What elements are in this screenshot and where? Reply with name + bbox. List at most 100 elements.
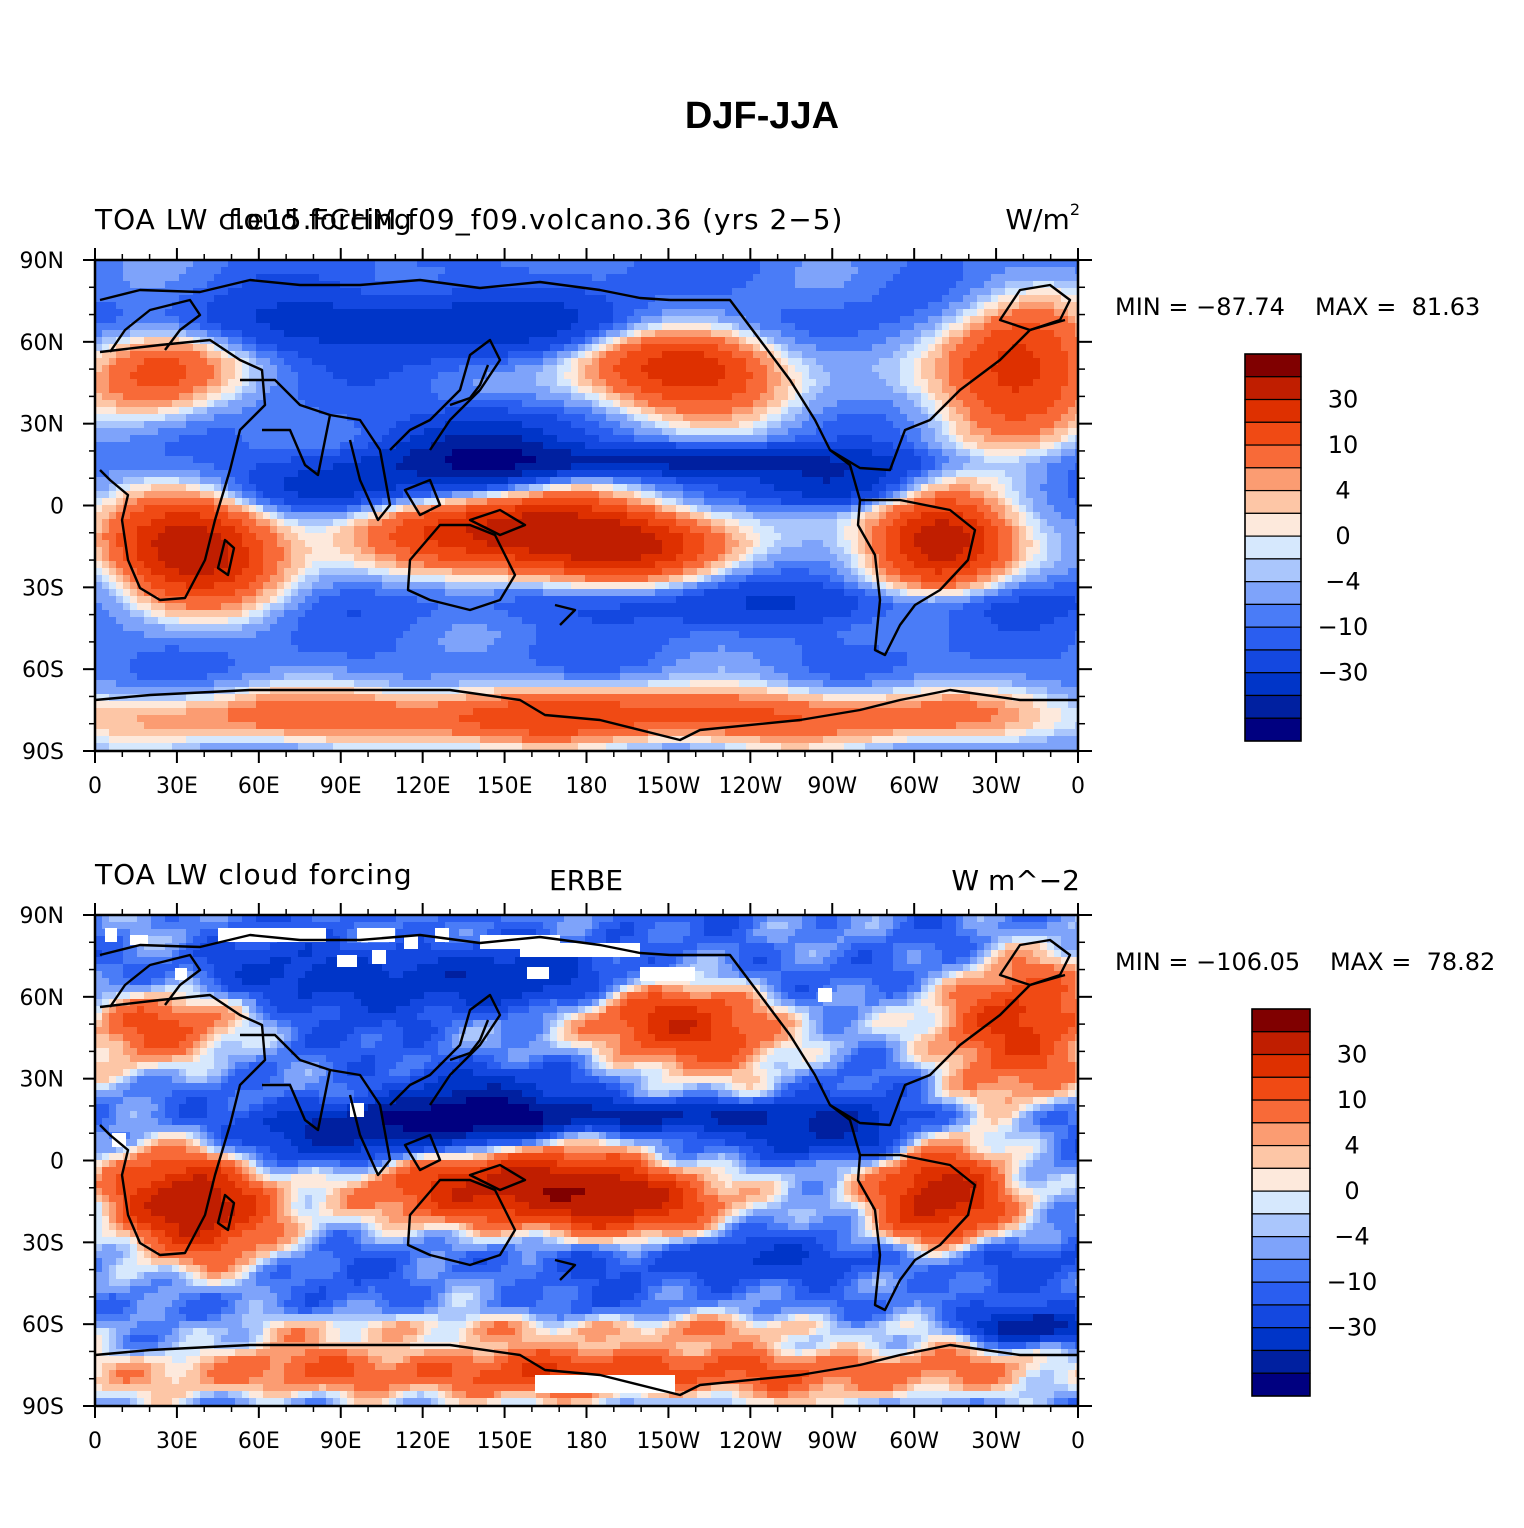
- field-cell: [823, 351, 831, 359]
- field-cell: [242, 372, 250, 380]
- field-cell: [452, 386, 460, 394]
- field-cell: [809, 344, 817, 352]
- field-cell: [844, 393, 852, 401]
- field-cell: [704, 414, 712, 422]
- field-cell: [144, 407, 152, 415]
- field-cell: [452, 414, 460, 422]
- field-cell: [193, 421, 201, 429]
- field-cell: [536, 463, 544, 471]
- field-cell: [382, 428, 390, 436]
- field-cell: [186, 386, 194, 394]
- field-cell: [1061, 456, 1069, 464]
- field-cell: [347, 295, 355, 303]
- field-cell: [403, 414, 411, 422]
- field-cell: [242, 505, 250, 513]
- field-cell: [823, 435, 831, 443]
- field-cell: [697, 372, 705, 380]
- field-cell: [109, 449, 117, 457]
- field-cell: [655, 498, 663, 506]
- field-cell: [375, 330, 383, 338]
- field-cell: [655, 400, 663, 408]
- field-cell: [809, 316, 817, 324]
- field-cell: [886, 442, 894, 450]
- field-cell: [214, 477, 222, 485]
- field-cell: [655, 267, 663, 275]
- field-cell: [228, 323, 236, 331]
- field-cell: [123, 302, 131, 310]
- field-cell: [921, 435, 929, 443]
- field-cell: [949, 414, 957, 422]
- field-cell: [816, 344, 824, 352]
- field-cell: [459, 344, 467, 352]
- field-cell: [459, 309, 467, 317]
- field-cell: [375, 316, 383, 324]
- field-cell: [1019, 316, 1027, 324]
- field-cell: [382, 463, 390, 471]
- field-cell: [984, 484, 992, 492]
- field-cell: [361, 407, 369, 415]
- field-cell: [368, 295, 376, 303]
- field-cell: [515, 386, 523, 394]
- field-cell: [844, 484, 852, 492]
- field-cell: [1019, 344, 1027, 352]
- field-cell: [375, 498, 383, 506]
- field-cell: [711, 351, 719, 359]
- field-cell: [788, 295, 796, 303]
- field-cell: [277, 407, 285, 415]
- field-cell: [347, 421, 355, 429]
- field-cell: [718, 442, 726, 450]
- field-cell: [718, 337, 726, 345]
- field-cell: [1033, 295, 1041, 303]
- field-cell: [739, 316, 747, 324]
- field-cell: [508, 365, 516, 373]
- field-cell: [592, 393, 600, 401]
- field-cell: [522, 330, 530, 338]
- field-cell: [914, 463, 922, 471]
- field-cell: [494, 365, 502, 373]
- field-cell: [620, 421, 628, 429]
- field-cell: [165, 470, 173, 478]
- field-cell: [186, 463, 194, 471]
- field-cell: [123, 274, 131, 282]
- field-cell: [347, 316, 355, 324]
- field-cell: [354, 344, 362, 352]
- field-cell: [816, 393, 824, 401]
- field-cell: [102, 407, 110, 415]
- field-cell: [956, 295, 964, 303]
- field-cell: [319, 309, 327, 317]
- field-cell: [361, 428, 369, 436]
- field-cell: [998, 428, 1006, 436]
- field-cell: [571, 442, 579, 450]
- field-cell: [592, 372, 600, 380]
- field-cell: [130, 393, 138, 401]
- field-cell: [256, 379, 264, 387]
- field-cell: [193, 309, 201, 317]
- field-cell: [725, 379, 733, 387]
- field-cell: [277, 456, 285, 464]
- field-cell: [676, 316, 684, 324]
- field-cell: [508, 449, 516, 457]
- field-cell: [914, 400, 922, 408]
- field-cell: [606, 302, 614, 310]
- field-cell: [935, 449, 943, 457]
- field-cell: [606, 393, 614, 401]
- field-cell: [438, 260, 446, 268]
- field-cell: [900, 456, 908, 464]
- field-cell: [571, 435, 579, 443]
- field-cell: [291, 463, 299, 471]
- field-cell: [683, 309, 691, 317]
- field-cell: [543, 442, 551, 450]
- field-cell: [312, 351, 320, 359]
- field-cell: [417, 414, 425, 422]
- field-cell: [179, 379, 187, 387]
- field-cell: [452, 435, 460, 443]
- field-cell: [697, 365, 705, 373]
- field-cell: [851, 442, 859, 450]
- field-cell: [494, 281, 502, 289]
- field-cell: [305, 365, 313, 373]
- field-cell: [676, 428, 684, 436]
- field-cell: [368, 414, 376, 422]
- field-cell: [648, 414, 656, 422]
- field-cell: [207, 330, 215, 338]
- field-cell: [753, 274, 761, 282]
